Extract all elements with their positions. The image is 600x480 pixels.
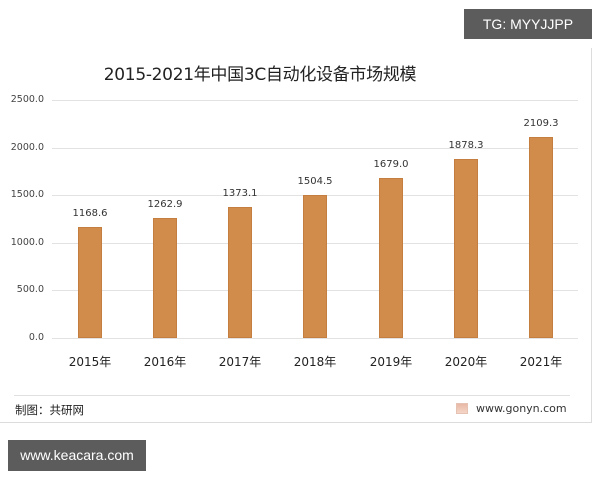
watermark-bottom: www.keacara.com [8,440,146,471]
y-tick-label: 2000.0 [10,141,44,153]
bar-value-label: 1373.1 [222,188,258,200]
x-tick-label: 2016年 [143,355,187,369]
gridline [52,147,578,149]
bar [303,194,327,338]
y-tick-label: 0.0 [28,332,44,343]
watermark-top: TG: MYYJJPP [464,9,592,39]
bar [153,217,177,338]
x-tick-label: 2018年 [293,355,337,369]
bar-value-label: 1262.9 [147,198,183,210]
x-tick-label: 2019年 [369,355,413,369]
x-tick-label: 2015年 [68,355,112,369]
bar-value-label: 2109.3 [523,118,559,130]
bar-value-label: 1679.0 [373,159,409,171]
bar [454,159,478,338]
gonyn-logo-icon [456,403,468,414]
footer-divider [14,395,570,396]
gridline [52,338,578,339]
source-link[interactable]: www.gonyn.com [456,402,567,415]
bar-value-label: 1168.6 [72,207,108,219]
chart-title: 2015-2021年中国3C自动化设备市场规模 [103,65,417,85]
y-tick-label: 500.0 [16,284,44,296]
chart-frame [0,48,592,423]
bar [379,178,403,338]
bar-value-label: 1504.5 [297,175,333,187]
bar [78,226,102,338]
x-tick-label: 2020年 [444,355,488,369]
source-url: www.gonyn.com [476,402,567,415]
bar [228,207,252,338]
x-tick-label: 2021年 [519,355,563,369]
y-tick-label: 2500.0 [10,94,44,105]
y-tick-label: 1000.0 [10,236,44,248]
chart-credit: 制图：共研网 [15,403,84,417]
x-tick-label: 2017年 [218,355,262,369]
y-tick-label: 1500.0 [10,189,44,201]
bar [529,137,553,338]
gridline [52,100,578,101]
bar-value-label: 1878.3 [448,140,484,152]
